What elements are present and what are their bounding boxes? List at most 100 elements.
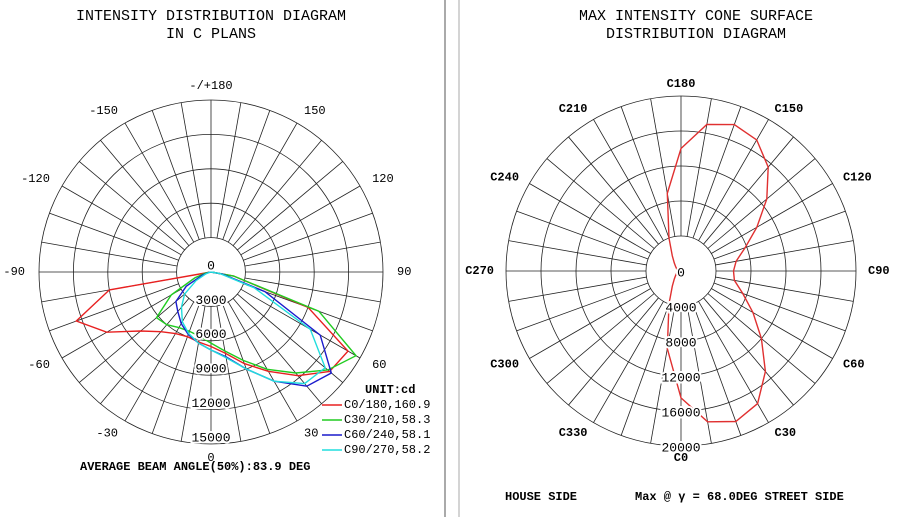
radial-line [244,241,381,267]
radial-line [180,305,206,442]
radial-line [124,122,195,243]
radial-line [692,303,742,436]
radial-line [216,102,242,239]
legend-label: C60/240,58.1 [344,428,430,442]
angle-label: 30 [304,426,318,440]
radial-line [568,136,659,245]
radial-line [508,276,647,302]
chart-title: INTENSITY DISTRIBUTION DIAGRAM [76,8,346,25]
angle-label: C150 [775,102,804,116]
radial-tick-label: 3000 [195,293,226,308]
radial-line [151,110,200,240]
radial-line [49,212,179,261]
angle-label: C30 [775,426,797,440]
radial-line [61,185,182,256]
radial-tick-label: 15000 [191,430,230,445]
radial-line [692,106,742,239]
intensity-curve [155,271,358,374]
radial-tick-label: 0 [677,265,685,280]
radial-line [593,119,664,241]
angle-label: -60 [28,358,50,372]
angle-label: -120 [21,172,50,186]
radial-tick-label: 8000 [665,335,696,350]
angle-label: C180 [667,77,696,91]
angle-label: -30 [96,426,118,440]
radial-line [707,158,816,249]
radial-tick-label: 9000 [195,362,226,377]
radial-line [703,297,794,406]
angle-label: C210 [559,102,588,116]
angle-label: 0 [207,451,214,465]
radial-tick-label: 6000 [195,327,226,342]
radial-line [686,305,712,444]
radial-line [237,293,344,383]
intensity-curve [74,271,349,377]
angle-label: -90 [3,265,25,279]
radial-tick-label: 20000 [661,440,700,455]
radial-line [232,139,322,246]
angle-label: C0 [674,451,688,465]
radial-line [240,185,361,256]
radial-line [516,210,649,260]
radial-line [529,183,651,254]
radial-line [715,240,854,266]
radial-line [227,122,298,243]
angle-label: 60 [372,358,386,372]
angle-label: 90 [397,265,411,279]
radial-line [78,293,185,383]
radial-line [78,161,185,251]
angle-label: C300 [490,358,519,372]
legend-title: UNIT:cd [365,383,415,397]
angle-label: C240 [490,171,519,185]
radial-line [216,305,242,442]
angle-label: -150 [89,104,118,118]
radial-line [529,288,651,359]
radial-line [593,301,664,423]
legend-label: C90/270,58.2 [344,443,430,457]
radial-line [686,98,712,237]
angle-label: C60 [843,358,865,372]
radial-line [620,303,670,436]
radial-line [568,297,659,406]
radial-line [222,110,271,240]
footer: AVERAGE BEAM ANGLE(50%):83.9 DEG [80,460,310,474]
radial-line [650,98,676,237]
radial-line [698,301,769,423]
radial-line [546,293,655,384]
radial-line [711,183,833,254]
radial-line [61,288,182,359]
radial-line [244,277,381,303]
radial-line [715,276,854,302]
intensity-curve [180,271,327,385]
radial-line [240,288,361,359]
footer-right: Max @ γ = 68.0DEG STREET SIDE [635,490,844,504]
radial-line [650,305,676,444]
legend-label: C0/180,160.9 [344,398,430,412]
chart-title: DISTRIBUTION DIAGRAM [606,26,786,43]
radial-line [227,301,298,422]
footer-left: HOUSE SIDE [505,490,577,504]
radial-tick-label: 12000 [661,370,700,385]
radial-line [620,106,670,239]
radial-line [100,139,190,246]
angle-label: 150 [304,104,326,118]
radial-line [703,136,794,245]
radial-line [508,240,647,266]
radial-line [232,298,322,405]
chart-title: MAX INTENSITY CONE SURFACE [579,8,813,25]
radial-line [41,241,178,267]
chart-title: IN C PLANS [166,26,256,43]
radial-line [151,304,200,434]
radial-line [713,282,846,332]
legend-label: C30/210,58.3 [344,413,430,427]
radial-line [237,161,344,251]
radial-tick-label: 12000 [191,396,230,411]
radial-line [713,210,846,260]
radial-line [180,102,206,239]
angle-label: 120 [372,172,394,186]
radial-line [546,158,655,249]
intensity-curve [666,123,769,423]
radial-line [711,288,833,359]
angle-label: C330 [559,426,588,440]
